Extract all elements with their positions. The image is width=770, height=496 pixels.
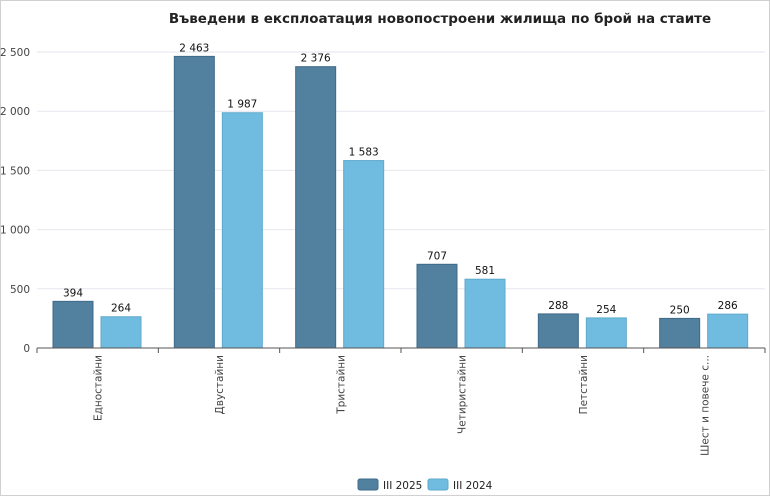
x-tick-label: Шест и повече с... <box>699 355 711 456</box>
bar-III-2025-0[interactable] <box>52 300 94 349</box>
bar-III-2025-1[interactable] <box>173 55 215 349</box>
data-label: 2 376 <box>301 53 331 65</box>
x-tick-label: Петстайни <box>578 355 590 414</box>
chart-title: Въведени в експлоатация новопостроени жи… <box>169 11 711 27</box>
data-label: 394 <box>63 287 83 299</box>
x-tick-label: Двустайни <box>214 355 226 414</box>
y-tick-label: 0 <box>23 343 30 355</box>
bar-III-2024-2[interactable] <box>343 160 385 349</box>
legend-swatch <box>427 478 449 491</box>
data-label: 286 <box>718 300 738 312</box>
legend-swatch <box>357 478 379 491</box>
bar-III-2025-3[interactable] <box>416 263 458 349</box>
data-label: 2 463 <box>179 42 209 54</box>
x-tick-label: Едностайни <box>93 355 105 421</box>
bar-III-2025-5[interactable] <box>659 317 701 349</box>
data-label: 581 <box>475 265 495 277</box>
data-label: 288 <box>548 300 568 312</box>
legend-label: III 2025 <box>383 480 422 492</box>
data-label: 254 <box>596 304 616 316</box>
legend-item-0[interactable]: III 2025 <box>357 478 422 492</box>
x-tick-label: Четиристайни <box>457 355 469 434</box>
legend-item-1[interactable]: III 2024 <box>427 478 493 492</box>
y-tick-label: 2 000 <box>0 106 30 118</box>
data-label: 1 583 <box>349 147 379 159</box>
bar-III-2024-3[interactable] <box>464 278 506 349</box>
bar-III-2024-5[interactable] <box>707 313 749 349</box>
data-label: 250 <box>670 304 690 316</box>
data-label: 707 <box>427 250 447 262</box>
bar-III-2025-4[interactable] <box>537 313 579 349</box>
y-tick-label: 1 000 <box>0 225 30 237</box>
x-tick-label: Тристайни <box>335 355 347 415</box>
bar-III-2024-0[interactable] <box>100 316 142 349</box>
y-tick-label: 500 <box>10 284 30 296</box>
data-label: 264 <box>111 303 131 315</box>
legend-label: III 2024 <box>453 480 493 492</box>
bar-III-2024-4[interactable] <box>585 317 627 349</box>
y-tick-label: 2 500 <box>0 47 30 59</box>
bar-III-2024-1[interactable] <box>221 112 263 349</box>
bar-III-2025-2[interactable] <box>295 66 337 349</box>
y-tick-label: 1 500 <box>0 165 30 177</box>
data-label: 1 987 <box>227 99 257 111</box>
